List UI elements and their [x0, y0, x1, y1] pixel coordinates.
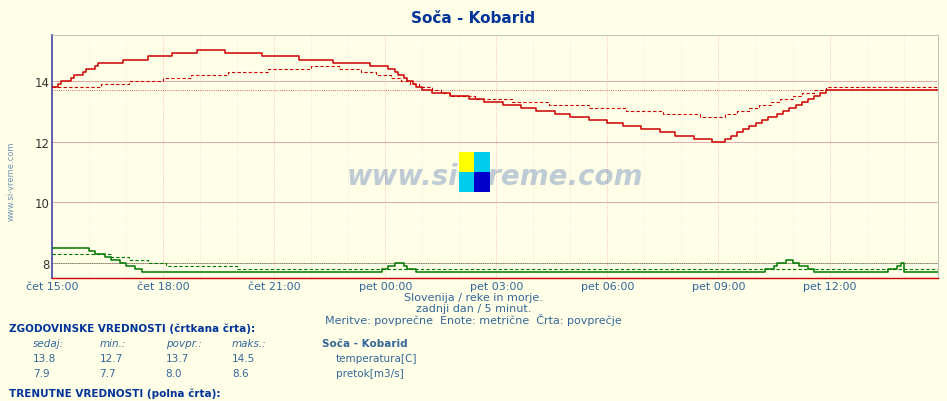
- Text: www.si-vreme.com: www.si-vreme.com: [7, 141, 16, 220]
- Text: 13.7: 13.7: [166, 353, 189, 363]
- Text: 8.0: 8.0: [166, 369, 182, 379]
- Text: min.:: min.:: [99, 338, 126, 348]
- Text: ZGODOVINSKE VREDNOSTI (črtkana črta):: ZGODOVINSKE VREDNOSTI (črtkana črta):: [9, 323, 256, 333]
- Text: 8.6: 8.6: [232, 369, 249, 379]
- Text: Meritve: povprečne  Enote: metrične  Črta: povprečje: Meritve: povprečne Enote: metrične Črta:…: [325, 314, 622, 326]
- Text: www.si-vreme.com: www.si-vreme.com: [347, 163, 643, 191]
- Bar: [474, 152, 490, 172]
- Bar: [459, 172, 474, 192]
- Text: 7.9: 7.9: [33, 369, 50, 379]
- Text: 13.8: 13.8: [33, 353, 57, 363]
- Text: Soča - Kobarid: Soča - Kobarid: [411, 11, 536, 26]
- Text: 12.7: 12.7: [99, 353, 123, 363]
- Text: 7.7: 7.7: [99, 369, 116, 379]
- Text: povpr.:: povpr.:: [166, 338, 202, 348]
- Text: 14.5: 14.5: [232, 353, 256, 363]
- Bar: [474, 172, 490, 192]
- Text: Slovenija / reke in morje.: Slovenija / reke in morje.: [404, 292, 543, 302]
- Text: sedaj:: sedaj:: [33, 338, 64, 348]
- Text: maks.:: maks.:: [232, 338, 267, 348]
- Bar: [459, 152, 474, 172]
- Text: zadnji dan / 5 minut.: zadnji dan / 5 minut.: [416, 303, 531, 313]
- Text: temperatura[C]: temperatura[C]: [336, 353, 418, 363]
- Text: pretok[m3/s]: pretok[m3/s]: [336, 369, 404, 379]
- Text: Soča - Kobarid: Soča - Kobarid: [322, 338, 407, 348]
- Text: TRENUTNE VREDNOSTI (polna črta):: TRENUTNE VREDNOSTI (polna črta):: [9, 388, 221, 398]
